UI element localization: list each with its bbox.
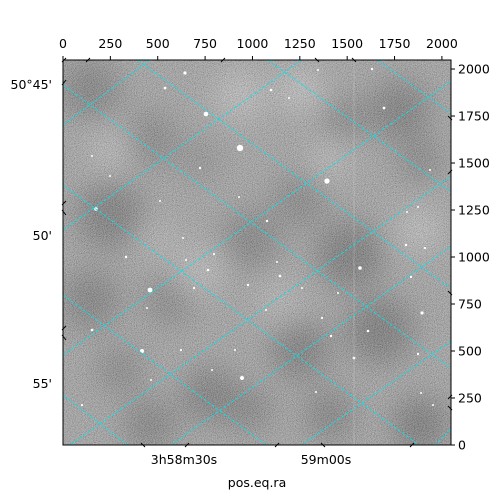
right-y-tick-label: 2000: [458, 62, 490, 77]
top-x-tick-label: 1000: [237, 36, 269, 51]
world-tick: [140, 442, 146, 448]
grid-line: [63, 184, 420, 445]
coordinate-grid: [63, 60, 451, 445]
world-tick: [220, 57, 226, 63]
world-tick: [447, 169, 453, 175]
world-tick: [447, 394, 453, 400]
top-x-tick-label: 500: [146, 36, 170, 51]
world-tick: [61, 79, 67, 86]
right-y-tick-label: 0: [458, 438, 466, 453]
world-tick: [447, 290, 453, 296]
right-y-tick-label: 250: [458, 391, 482, 406]
world-tick: [351, 57, 357, 63]
world-tick: [409, 442, 415, 448]
world-tick: [85, 57, 91, 63]
top-x-tick-label: 1750: [379, 36, 411, 51]
world-tick: [61, 200, 67, 206]
ra-tick-label: 3h58m30s: [151, 452, 217, 467]
world-tick: [274, 442, 280, 448]
world-tick: [447, 115, 453, 121]
world-tick: [320, 442, 326, 448]
ra-tick-label: 59m00s: [301, 452, 352, 467]
grid-line: [267, 60, 451, 193]
plot-frame: [62, 59, 452, 446]
world-tick: [314, 57, 320, 63]
top-x-tick-label: 1250: [284, 36, 316, 51]
dec-tick-label: 50': [33, 228, 52, 243]
grid-line: [63, 60, 151, 126]
astronomical-image: [63, 60, 451, 445]
right-y-tick-label: 500: [458, 344, 482, 359]
top-x-tick-label: 750: [193, 36, 217, 51]
grid-line: [170, 245, 451, 445]
x-axis-title: pos.eq.ra: [228, 475, 286, 490]
top-x-tick-label: 2000: [426, 36, 458, 51]
top-x-tick-label: 250: [98, 36, 122, 51]
top-x-tick-label: 1500: [331, 36, 363, 51]
world-tick: [184, 442, 190, 448]
world-tick: [61, 325, 67, 331]
grid-line: [63, 80, 451, 356]
right-y-tick-label: 1000: [458, 250, 490, 265]
grid-line: [63, 294, 267, 445]
world-tick: [61, 334, 67, 341]
world-tick: [447, 405, 453, 411]
right-y-tick-label: 1500: [458, 156, 490, 171]
world-tick: [61, 209, 67, 216]
dec-tick-label: 50°45': [11, 77, 53, 92]
grid-line: [69, 175, 451, 445]
grid-line: [63, 394, 129, 445]
right-y-tick-label: 1250: [458, 203, 490, 218]
grid-line: [63, 84, 451, 369]
top-x-tick-label: 0: [59, 36, 67, 51]
grid-line: [136, 60, 451, 289]
world-tick: [61, 57, 67, 63]
right-y-tick-label: 1750: [458, 109, 490, 124]
grid-line: [300, 340, 451, 445]
dec-tick-label: 55': [33, 376, 52, 391]
right-y-tick-label: 750: [458, 297, 482, 312]
